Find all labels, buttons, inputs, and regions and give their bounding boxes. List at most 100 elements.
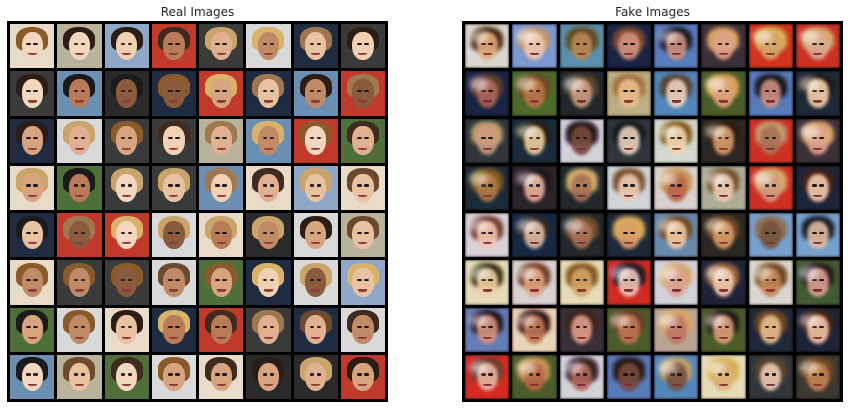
- fake-face-thumbnail: [512, 260, 557, 305]
- real-face-thumbnail: [199, 165, 244, 210]
- real-face-thumbnail: [57, 71, 102, 116]
- fake-images-grid: [462, 21, 843, 402]
- real-face-thumbnail: [293, 354, 338, 399]
- fake-face-thumbnail: [748, 354, 793, 399]
- fake-face-thumbnail: [559, 354, 604, 399]
- real-face-thumbnail: [57, 118, 102, 163]
- fake-face-thumbnail: [701, 307, 746, 352]
- fake-face-thumbnail: [795, 307, 840, 352]
- real-face-thumbnail: [340, 24, 385, 69]
- fake-face-thumbnail: [654, 307, 699, 352]
- fake-face-thumbnail: [606, 165, 651, 210]
- real-face-thumbnail: [199, 354, 244, 399]
- fake-face-thumbnail: [701, 354, 746, 399]
- real-face-thumbnail: [340, 260, 385, 305]
- fake-face-thumbnail: [559, 260, 604, 305]
- real-face-thumbnail: [104, 260, 149, 305]
- real-face-thumbnail: [293, 118, 338, 163]
- real-face-thumbnail: [151, 24, 196, 69]
- fake-face-thumbnail: [795, 71, 840, 116]
- fake-face-thumbnail: [748, 307, 793, 352]
- fake-face-thumbnail: [512, 71, 557, 116]
- fake-face-thumbnail: [701, 118, 746, 163]
- fake-face-thumbnail: [795, 354, 840, 399]
- real-face-thumbnail: [293, 260, 338, 305]
- fake-face-thumbnail: [559, 118, 604, 163]
- fake-face-thumbnail: [465, 165, 510, 210]
- real-images-title: Real Images: [160, 5, 235, 19]
- fake-face-thumbnail: [654, 354, 699, 399]
- real-face-thumbnail: [340, 165, 385, 210]
- fake-face-thumbnail: [465, 354, 510, 399]
- fake-face-thumbnail: [465, 118, 510, 163]
- fake-face-thumbnail: [512, 354, 557, 399]
- real-face-thumbnail: [293, 213, 338, 258]
- real-face-thumbnail: [10, 260, 55, 305]
- real-face-thumbnail: [10, 71, 55, 116]
- fake-face-thumbnail: [654, 260, 699, 305]
- fake-face-thumbnail: [512, 307, 557, 352]
- real-face-thumbnail: [57, 213, 102, 258]
- fake-face-thumbnail: [606, 24, 651, 69]
- real-face-thumbnail: [104, 71, 149, 116]
- fake-face-thumbnail: [654, 24, 699, 69]
- real-face-thumbnail: [10, 118, 55, 163]
- fake-face-thumbnail: [795, 260, 840, 305]
- real-face-thumbnail: [104, 165, 149, 210]
- fake-face-thumbnail: [512, 213, 557, 258]
- real-images-grid: [7, 21, 388, 402]
- real-face-thumbnail: [10, 307, 55, 352]
- fake-face-thumbnail: [748, 71, 793, 116]
- fake-face-thumbnail: [654, 213, 699, 258]
- fake-face-thumbnail: [748, 165, 793, 210]
- fake-face-thumbnail: [748, 118, 793, 163]
- real-face-thumbnail: [340, 354, 385, 399]
- real-face-thumbnail: [340, 118, 385, 163]
- fake-face-thumbnail: [512, 165, 557, 210]
- fake-face-thumbnail: [795, 213, 840, 258]
- real-face-thumbnail: [246, 213, 291, 258]
- fake-images-title: Fake Images: [615, 5, 690, 19]
- real-face-thumbnail: [246, 71, 291, 116]
- real-face-thumbnail: [151, 307, 196, 352]
- fake-face-thumbnail: [701, 71, 746, 116]
- real-face-thumbnail: [199, 307, 244, 352]
- real-face-thumbnail: [340, 71, 385, 116]
- real-face-thumbnail: [151, 354, 196, 399]
- real-face-thumbnail: [57, 165, 102, 210]
- fake-face-thumbnail: [606, 71, 651, 116]
- real-face-thumbnail: [246, 260, 291, 305]
- real-face-thumbnail: [199, 260, 244, 305]
- fake-face-thumbnail: [795, 24, 840, 69]
- fake-face-thumbnail: [654, 118, 699, 163]
- fake-face-thumbnail: [465, 307, 510, 352]
- fake-face-thumbnail: [606, 213, 651, 258]
- real-face-thumbnail: [151, 213, 196, 258]
- real-face-thumbnail: [151, 118, 196, 163]
- real-face-thumbnail: [246, 24, 291, 69]
- fake-face-thumbnail: [748, 213, 793, 258]
- fake-face-thumbnail: [654, 165, 699, 210]
- real-face-thumbnail: [293, 24, 338, 69]
- real-face-thumbnail: [104, 354, 149, 399]
- real-face-thumbnail: [151, 260, 196, 305]
- fake-face-thumbnail: [465, 24, 510, 69]
- fake-face-thumbnail: [465, 71, 510, 116]
- real-face-thumbnail: [246, 354, 291, 399]
- fake-face-thumbnail: [701, 213, 746, 258]
- real-face-thumbnail: [293, 71, 338, 116]
- real-face-thumbnail: [57, 307, 102, 352]
- real-face-thumbnail: [57, 24, 102, 69]
- real-face-thumbnail: [340, 307, 385, 352]
- fake-face-thumbnail: [559, 213, 604, 258]
- fake-face-thumbnail: [559, 307, 604, 352]
- real-face-thumbnail: [340, 213, 385, 258]
- real-face-thumbnail: [246, 118, 291, 163]
- real-face-thumbnail: [199, 213, 244, 258]
- fake-face-thumbnail: [512, 118, 557, 163]
- real-face-thumbnail: [199, 24, 244, 69]
- fake-face-thumbnail: [559, 165, 604, 210]
- fake-face-thumbnail: [559, 24, 604, 69]
- real-face-thumbnail: [151, 165, 196, 210]
- real-face-thumbnail: [246, 165, 291, 210]
